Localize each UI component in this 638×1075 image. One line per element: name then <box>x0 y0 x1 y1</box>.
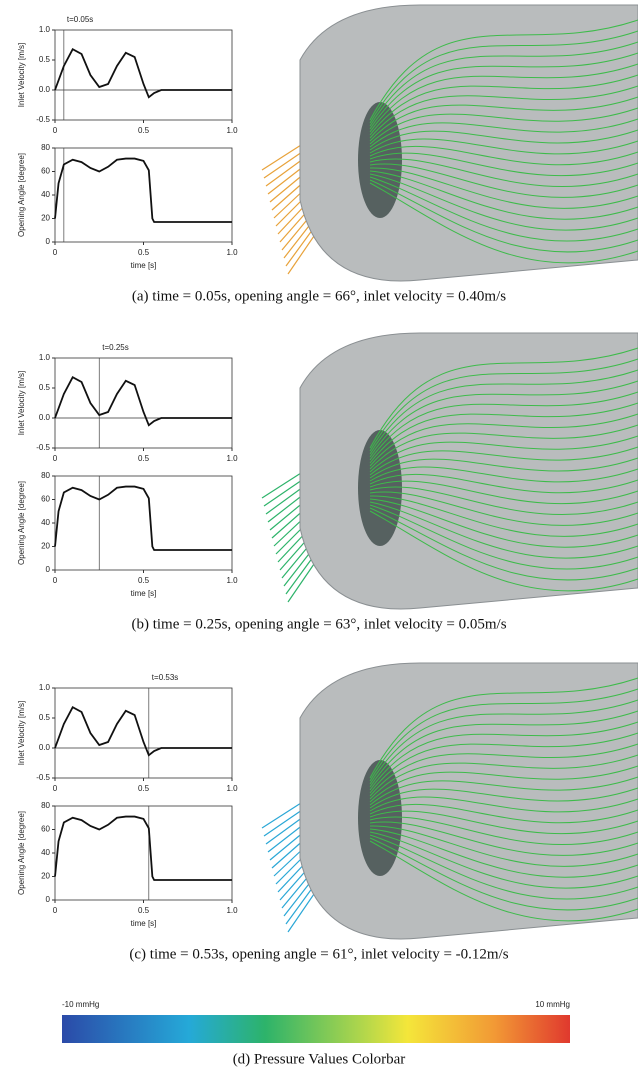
y-axis-label: Opening Angle [degree] <box>17 811 26 895</box>
y-tick-label: 40 <box>41 848 50 857</box>
time-annotation: t=0.05s <box>67 15 93 24</box>
time-annotation: t=0.25s <box>102 343 128 352</box>
y-tick-label: -0.5 <box>36 443 50 452</box>
x-tick-label: 0.5 <box>138 126 150 135</box>
x-tick-label: 0 <box>53 126 58 135</box>
x-tick-label: 0.5 <box>138 576 150 585</box>
y-tick-label: -0.5 <box>36 773 50 782</box>
y-tick-label: 0.0 <box>39 743 51 752</box>
x-tick-label: 0 <box>53 784 58 793</box>
colorbar <box>62 1015 570 1043</box>
y-tick-label: 60 <box>41 167 50 176</box>
panel-caption: (a) time = 0.05s, opening angle = 66°, i… <box>132 288 506 304</box>
y-tick-label: 20 <box>41 542 50 551</box>
x-tick-label: 1.0 <box>226 576 238 585</box>
x-tick-label: 1.0 <box>226 126 238 135</box>
x-tick-label: 0 <box>53 576 58 585</box>
x-tick-label: 1.0 <box>226 906 238 915</box>
flow-renders <box>262 5 638 939</box>
y-tick-label: 20 <box>41 872 50 881</box>
x-axis-label: time [s] <box>131 919 157 928</box>
x-axis-label: time [s] <box>131 589 157 598</box>
panel-caption: (b) time = 0.25s, opening angle = 63°, i… <box>131 616 506 632</box>
x-tick-label: 0 <box>53 906 58 915</box>
y-tick-label: 1.0 <box>39 353 51 362</box>
y-tick-label: 20 <box>41 214 50 223</box>
colorbar-max: 10 mmHg <box>535 1000 570 1009</box>
y-tick-label: 60 <box>41 495 50 504</box>
x-axis-label: time [s] <box>131 261 157 270</box>
y-tick-label: 60 <box>41 825 50 834</box>
y-tick-label: 0 <box>46 895 51 904</box>
y-tick-label: 0.0 <box>39 413 51 422</box>
x-tick-label: 1.0 <box>226 454 238 463</box>
y-axis-label: Inlet Velocity [m/s] <box>17 701 26 765</box>
panel-caption: (c) time = 0.53s, opening angle = 61°, i… <box>129 946 508 962</box>
y-tick-label: 40 <box>41 190 50 199</box>
page: {"chart_data": [ {"type": "line", "ylabe… <box>0 0 638 1075</box>
plot-frame <box>55 688 232 778</box>
y-tick-label: 80 <box>41 143 50 152</box>
y-axis-label: Inlet Velocity [m/s] <box>17 43 26 107</box>
y-tick-label: 0.0 <box>39 85 51 94</box>
y-tick-label: 0.5 <box>39 383 51 392</box>
y-tick-label: 80 <box>41 471 50 480</box>
y-tick-label: 80 <box>41 801 50 810</box>
y-tick-label: 0 <box>46 565 51 574</box>
x-tick-label: 0.5 <box>138 784 150 793</box>
x-tick-label: 0.5 <box>138 248 150 257</box>
data-line <box>55 817 232 880</box>
y-tick-label: 1.0 <box>39 683 51 692</box>
y-tick-label: 0.5 <box>39 55 51 64</box>
y-tick-label: 40 <box>41 518 50 527</box>
colorbar-title: (d) Pressure Values Colorbar <box>233 1051 406 1067</box>
x-tick-label: 0 <box>53 248 58 257</box>
x-tick-label: 1.0 <box>226 248 238 257</box>
x-tick-label: 0 <box>53 454 58 463</box>
y-tick-label: 0.5 <box>39 713 51 722</box>
y-axis-label: Inlet Velocity [m/s] <box>17 371 26 435</box>
plot-frame <box>55 358 232 448</box>
y-axis-label: Opening Angle [degree] <box>17 153 26 237</box>
y-tick-label: 1.0 <box>39 25 51 34</box>
plot-frame <box>55 30 232 120</box>
y-tick-label: -0.5 <box>36 115 50 124</box>
x-tick-label: 1.0 <box>226 784 238 793</box>
colorbar-min: -10 mmHg <box>62 1000 99 1009</box>
time-annotation: t=0.53s <box>152 673 178 682</box>
figure: -10 mmHg 10 mmHg (d) Pressure Values Col… <box>0 0 638 1075</box>
x-tick-label: 0.5 <box>138 454 150 463</box>
x-tick-label: 0.5 <box>138 906 150 915</box>
y-tick-label: 0 <box>46 237 51 246</box>
data-line <box>55 159 232 222</box>
y-axis-label: Opening Angle [degree] <box>17 481 26 565</box>
data-line <box>55 487 232 550</box>
